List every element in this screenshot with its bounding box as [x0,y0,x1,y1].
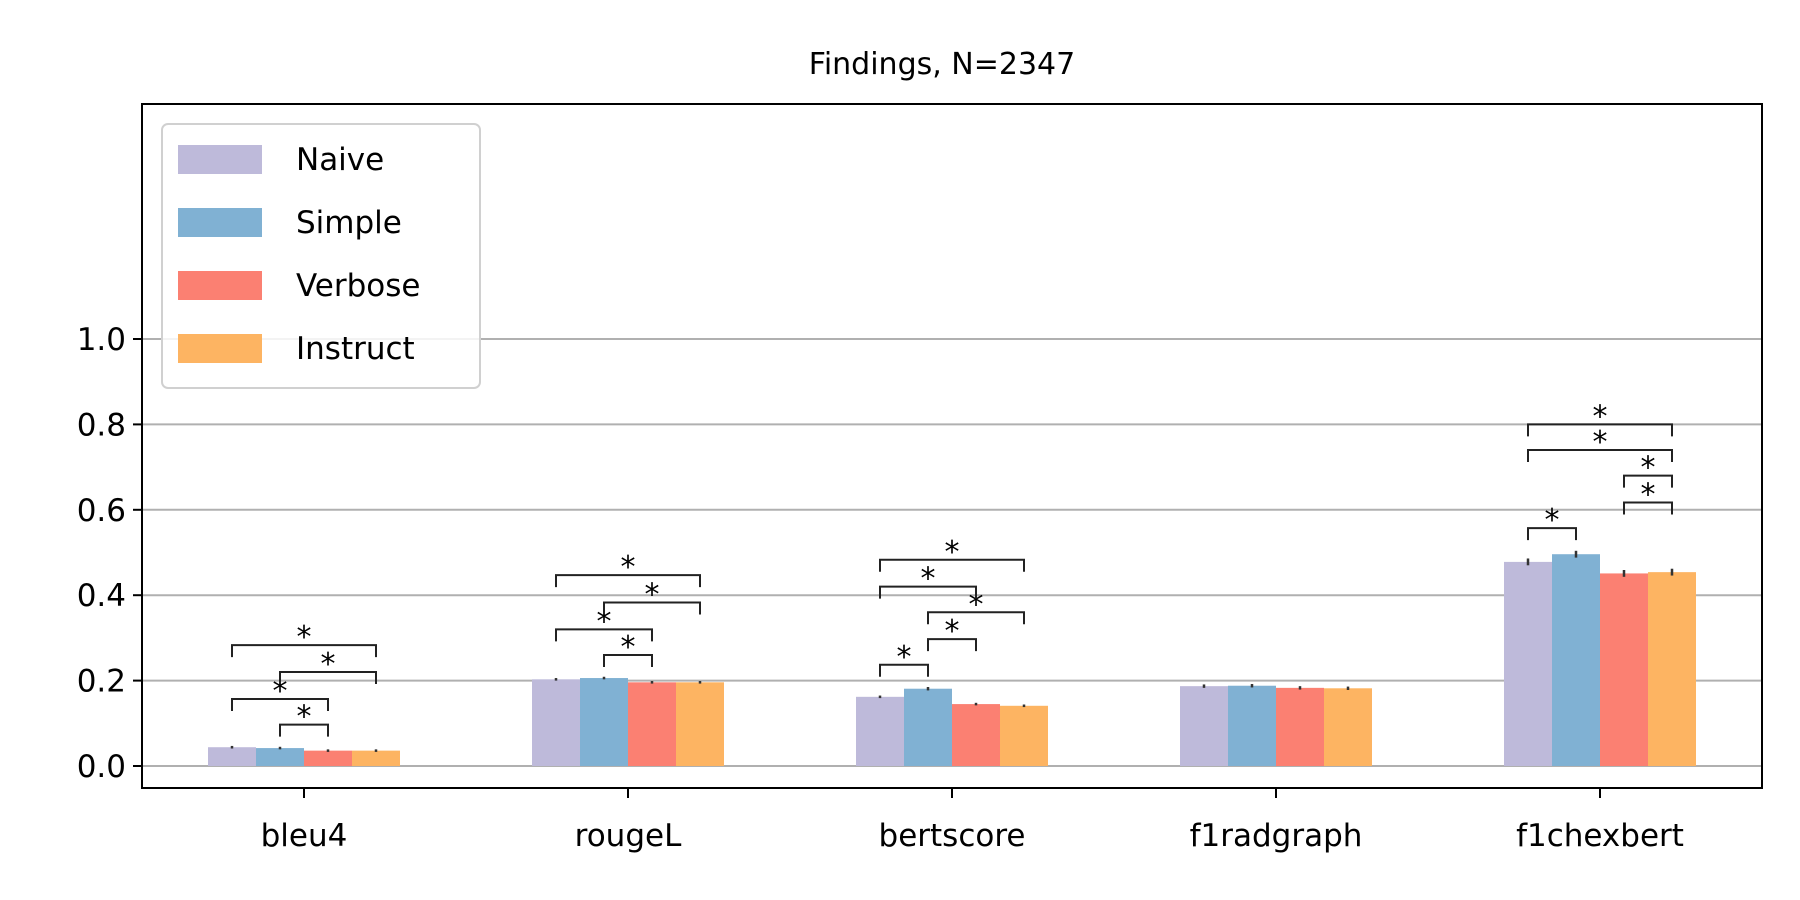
chart-title: Findings, N=2347 [809,47,1075,82]
bar-instruct-f1chexbert [1648,572,1696,766]
significance-star: * [297,620,312,655]
axes: 0.0 0.2 0.4 0.6 0.8 1.0 bleu4 rougeL bertscore f1… [77,322,1684,854]
legend-swatch-simple [178,208,262,237]
bar-verbose-rougeL [628,682,676,766]
significance-bracket [1527,527,1577,541]
bar-naive-f1radgraph [1180,686,1228,766]
significance-star: * [1593,425,1608,460]
bar-simple-bertscore [904,688,952,766]
x-tick-label: bleu4 [261,818,348,854]
bar-simple-bleu4 [256,748,304,766]
legend: Naive Simple Verbose Instruct [161,123,481,389]
bar-naive-bleu4 [208,747,256,766]
bar-instruct-bleu4 [352,750,400,766]
legend-box [161,123,481,389]
bars [208,550,1696,766]
significance-star: * [945,535,960,570]
significance-star: * [621,550,636,585]
y-tick-label: 0.2 [77,664,126,700]
significance-star: * [321,647,336,682]
significance-star: * [969,587,984,622]
legend-label-naive: Naive [296,142,384,178]
legend-label-verbose: Verbose [296,268,420,304]
y-tick-label: 0.6 [77,493,126,529]
legend-swatch-naive [178,145,262,174]
legend-swatch-verbose [178,271,262,300]
significance-star: * [1641,451,1656,486]
x-tick-label: f1radgraph [1190,818,1363,854]
significance-bracket [555,574,701,588]
significance-bracket [231,644,377,658]
bar-verbose-f1chexbert [1600,573,1648,766]
legend-swatch-instruct [178,334,262,363]
significance-bracket [927,611,1025,625]
significance-star: * [921,562,936,597]
legend-label-instruct: Instruct [296,331,415,367]
significance-bracket [927,638,977,652]
significance-bracket [879,558,1025,572]
bar-instruct-bertscore [1000,705,1048,766]
significance-brackets: **** ************** [231,399,1673,737]
x-tick-label: rougeL [575,818,682,854]
y-tick-label: 0.0 [77,749,126,785]
y-tick-label: 1.0 [77,322,126,358]
significance-star: * [897,640,912,675]
bar-instruct-f1radgraph [1324,688,1372,766]
bar-naive-f1chexbert [1504,561,1552,766]
y-tick-label: 0.4 [77,578,126,614]
x-tick-label: f1chexbert [1516,818,1684,854]
significance-bracket [231,697,329,711]
significance-bracket [1623,474,1673,488]
x-tick-label: bertscore [879,818,1026,854]
bar-verbose-bleu4 [304,750,352,766]
bar-simple-f1chexbert [1552,554,1600,766]
significance-bracket [555,628,653,642]
significance-bracket [1527,423,1673,437]
bar-verbose-bertscore [952,704,1000,766]
significance-bracket [879,585,977,599]
significance-bracket [879,663,929,677]
significance-star: * [621,630,636,665]
significance-star: * [273,674,288,709]
significance-star: * [1593,399,1608,434]
legend-label-simple: Simple [296,205,402,241]
significance-star: * [945,614,960,649]
bar-naive-bertscore [856,696,904,766]
significance-star: * [1545,503,1560,538]
significance-bracket [279,671,377,685]
bar-simple-f1radgraph [1228,685,1276,766]
bar-verbose-f1radgraph [1276,687,1324,766]
significance-bracket [603,653,653,667]
significance-bracket [1527,449,1673,463]
significance-star: * [1641,478,1656,513]
bar-naive-rougeL [532,679,580,766]
significance-star: * [297,700,312,735]
significance-bracket [603,601,701,615]
y-tick-label: 0.8 [77,407,126,443]
significance-bracket [1623,501,1673,515]
significance-star: * [645,577,660,612]
bar-instruct-rougeL [676,682,724,766]
significance-star: * [597,604,612,639]
bar-simple-rougeL [580,678,628,766]
significance-bracket [279,723,329,737]
